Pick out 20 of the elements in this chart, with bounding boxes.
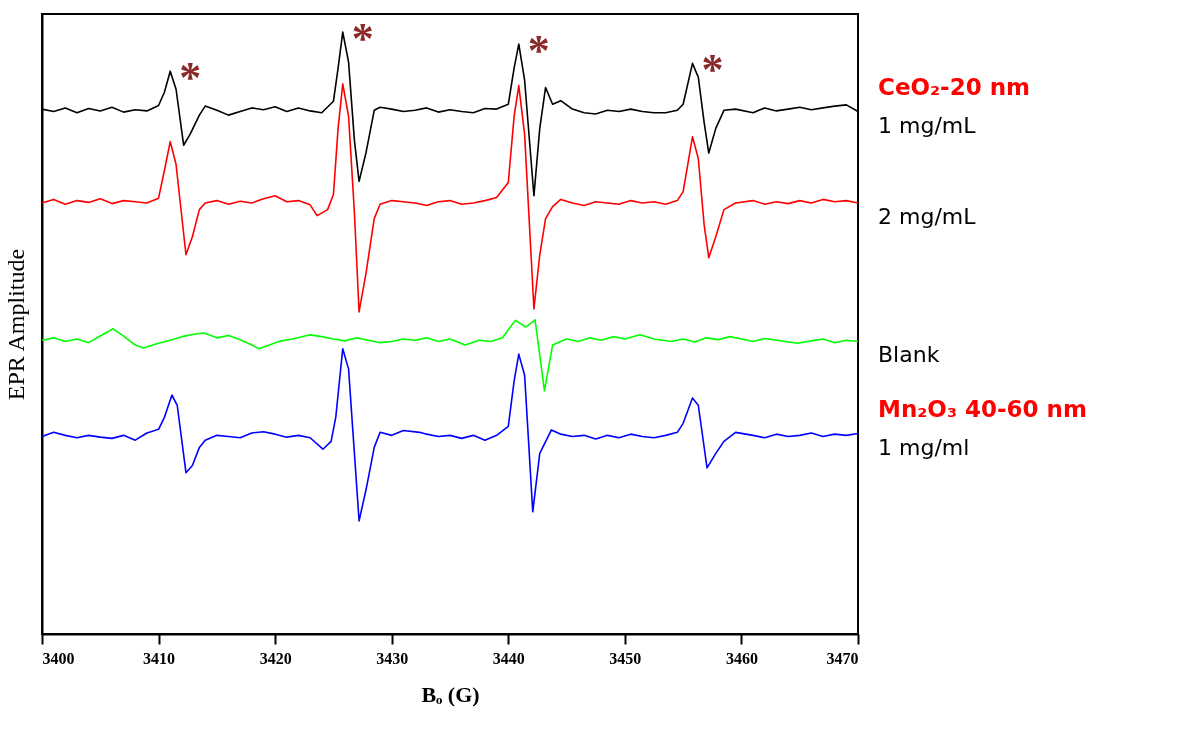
annotation: *: [701, 45, 724, 95]
x-tick-label: 3470: [826, 649, 859, 667]
x-tick-label: 3460: [725, 649, 758, 667]
x-tick-label: 3400: [42, 649, 75, 667]
x-tick-label: 3410: [143, 649, 176, 667]
annotation: *: [351, 14, 374, 64]
series-label: 1 mg/mL: [878, 112, 977, 138]
series-label: 1 mg/ml: [878, 434, 970, 460]
series-label: Blank: [878, 342, 940, 368]
x-tick-label: 3430: [376, 649, 409, 667]
annotation: *: [527, 26, 550, 76]
y-axis-title: EPR Amplitude: [2, 248, 29, 401]
series-label: 2 mg/mL: [878, 204, 977, 230]
x-tick-label: 3450: [609, 649, 642, 667]
x-axis-title: Bₒ (G): [421, 681, 480, 707]
text: CeO₂-20 nm: [878, 73, 1031, 100]
text: Mn₂O₃ 40-60 nm: [878, 395, 1087, 422]
x-tick-label: 3420: [259, 649, 292, 667]
annotation: *: [179, 53, 202, 103]
x-tick-label: 3440: [492, 649, 525, 667]
